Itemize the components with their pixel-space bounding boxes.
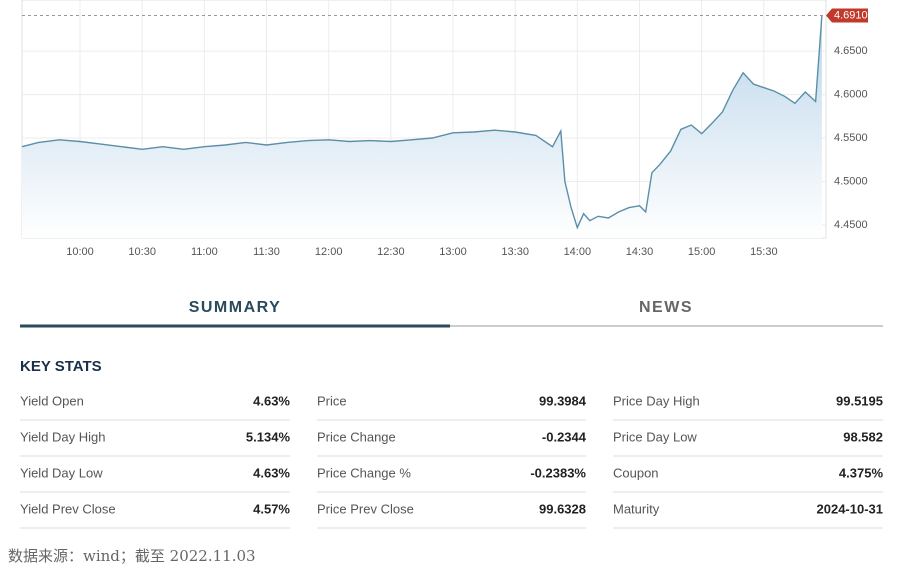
x-tick-label: 14:30 <box>626 246 654 258</box>
y-tick-label: 4.6500 <box>834 45 868 57</box>
area <box>22 15 822 238</box>
x-tick-label: 15:00 <box>688 246 716 258</box>
stat-value: 5.134% <box>246 429 291 444</box>
line <box>21 15 823 230</box>
x-tick-label: 12:30 <box>377 246 405 258</box>
y-tick-label: 4.5500 <box>834 132 868 144</box>
stat-label: Yield Open <box>20 393 84 408</box>
stat-value: 4.57% <box>253 501 290 516</box>
stat-label: Price Change % <box>317 465 411 480</box>
stat-value: 4.375% <box>839 465 884 480</box>
x-tick-label: 15:30 <box>750 246 778 258</box>
current-label: 4.6910 <box>834 9 868 21</box>
stat-value: 99.6328 <box>539 501 586 516</box>
x-tick-label: 10:30 <box>128 246 156 258</box>
stat-label: Price Change <box>317 429 396 444</box>
stat-label: Maturity <box>613 501 660 516</box>
x-tick-label: 13:30 <box>501 246 529 258</box>
tab-news[interactable]: NEWS <box>639 299 693 316</box>
stat-label: Yield Day High <box>20 429 106 444</box>
stat-value: 98.582 <box>843 429 883 444</box>
stat-value: -0.2383% <box>530 465 586 480</box>
y-tick-label: 4.6000 <box>834 88 868 100</box>
x-tick-label: 11:00 <box>191 246 218 258</box>
stat-value: 4.63% <box>253 393 290 408</box>
stat-value: 4.63% <box>253 465 290 480</box>
stat-value: 99.5195 <box>836 393 883 408</box>
current-badge <box>826 8 868 23</box>
y-tick-label: 4.5000 <box>834 175 868 187</box>
stat-value: 2024-10-31 <box>817 501 884 516</box>
x-tick-label: 10:00 <box>66 246 94 258</box>
stat-label: Price <box>317 393 347 408</box>
x-tick-label: 11:30 <box>253 246 280 258</box>
tab-summary[interactable]: SUMMARY <box>189 299 282 316</box>
stat-label: Price Day High <box>613 393 700 408</box>
x-tick-label: 12:00 <box>315 246 343 258</box>
stat-label: Yield Prev Close <box>20 501 116 516</box>
y-tick-label: 4.4500 <box>834 219 868 231</box>
key-stats-title: KEY STATS <box>20 358 102 375</box>
stat-value: 99.3984 <box>539 393 587 408</box>
x-tick-label: 13:00 <box>439 246 467 258</box>
stat-label: Price Prev Close <box>317 501 414 516</box>
stat-label: Coupon <box>613 465 659 480</box>
source-note: 数据来源：wind；截至 2022.11.03 <box>8 547 256 565</box>
stat-label: Yield Day Low <box>20 465 103 480</box>
stat-label: Price Day Low <box>613 429 697 444</box>
x-tick-label: 14:00 <box>564 246 592 258</box>
stat-value: -0.2344 <box>542 429 587 444</box>
